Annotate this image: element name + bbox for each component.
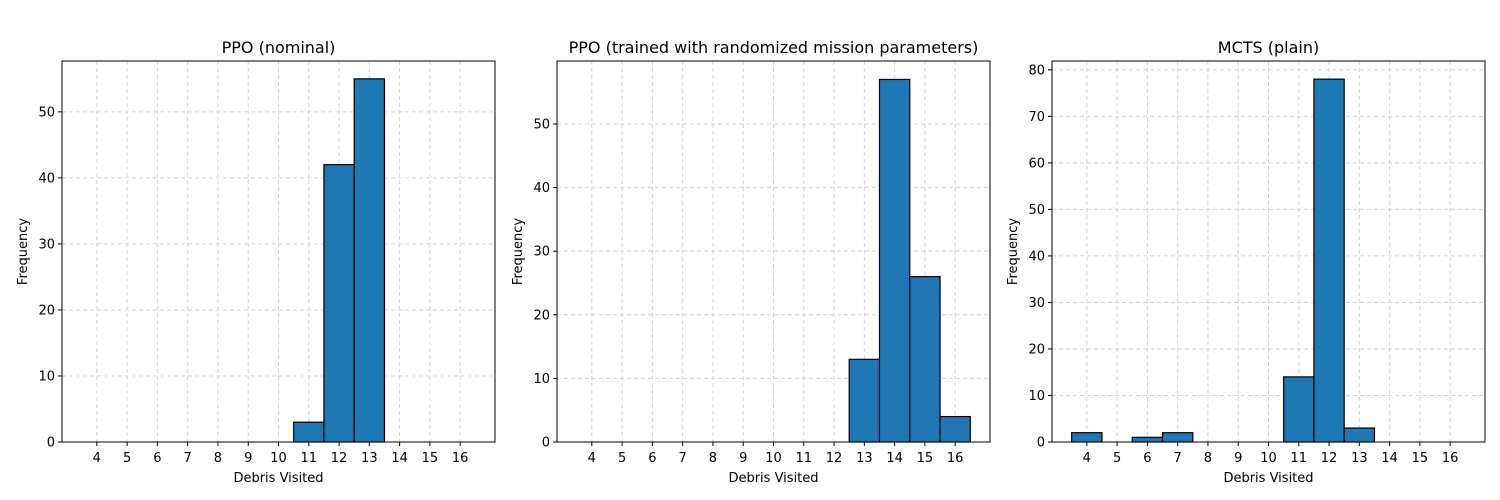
y-tick-label: 60 [1028, 156, 1045, 171]
histogram-bar [1071, 432, 1103, 443]
histogram-bar [1131, 436, 1164, 443]
y-tick-label: 20 [38, 303, 55, 318]
subplot-2: 4 5 6 7 8 9 10 11 12 13 14 15 16 0 10 20 30 40 50 PPO (trai… [511, 38, 991, 486]
x-tick-label: 16 [1442, 451, 1459, 466]
x-tick-label: 15 [1412, 451, 1429, 466]
x-tick-label: 4 [1083, 451, 1091, 466]
x-tick-label: 14 [1381, 451, 1398, 466]
x-tick-label: 16 [452, 451, 469, 466]
y-tick-label: 20 [533, 308, 550, 323]
y-tick-label: 40 [38, 171, 55, 186]
y-tick-label: 40 [1028, 249, 1045, 264]
y-tick-label: 10 [38, 369, 55, 384]
y-tick-label: 40 [533, 181, 550, 196]
x-tick-label: 6 [648, 451, 656, 466]
x-tick-label: 15 [422, 451, 439, 466]
x-tick-label: 16 [947, 451, 964, 466]
x-axis-label: Debris Visited [1223, 471, 1313, 486]
histogram-bar [848, 358, 881, 443]
histogram-bar [909, 276, 941, 443]
y-tick-label: 50 [38, 105, 55, 120]
x-tick-label: 11 [796, 451, 813, 466]
x-axis-label: Debris Visited [233, 471, 323, 486]
histogram-bar [939, 415, 971, 443]
y-tick-label: 80 [1028, 63, 1045, 78]
x-tick-label: 10 [765, 451, 782, 466]
histogram-bar [323, 164, 355, 443]
histogram-bar [353, 78, 386, 443]
x-tick-label: 8 [1204, 451, 1212, 466]
histogram-bar [1161, 432, 1194, 443]
y-tick-label: 0 [47, 436, 55, 451]
y-axis-label: Frequency [511, 218, 526, 285]
y-axis-label: Frequency [16, 218, 31, 285]
x-tick-label: 7 [184, 451, 192, 466]
x-tick-label: 10 [270, 451, 287, 466]
x-tick-label: 6 [153, 451, 161, 466]
x-tick-label: 4 [93, 451, 101, 466]
y-tick-label: 0 [542, 436, 550, 451]
x-tick-label: 8 [214, 451, 222, 466]
x-tick-label: 4 [588, 451, 596, 466]
y-tick-label: 50 [533, 117, 550, 132]
histogram-bar [1343, 427, 1376, 443]
y-tick-label: 10 [533, 372, 550, 387]
chart-title: PPO (trained with randomized mission par… [569, 38, 979, 57]
histogram-bar [1313, 78, 1345, 443]
y-tick-label: 50 [1028, 203, 1045, 218]
y-tick-label: 10 [1028, 389, 1045, 404]
y-axis-label: Frequency [1006, 218, 1021, 285]
x-tick-label: 12 [1321, 451, 1338, 466]
x-tick-label: 8 [709, 451, 717, 466]
x-tick-label: 9 [739, 451, 747, 466]
x-tick-label: 11 [1291, 451, 1308, 466]
x-tick-label: 9 [244, 451, 252, 466]
x-tick-label: 15 [917, 451, 934, 466]
x-tick-label: 11 [301, 451, 318, 466]
histogram-bar [878, 78, 911, 443]
x-tick-label: 10 [1260, 451, 1277, 466]
histogram-bar [293, 421, 325, 443]
y-tick-label: 20 [1028, 342, 1045, 357]
y-tick-label: 30 [533, 245, 550, 260]
x-tick-label: 12 [826, 451, 843, 466]
x-tick-label: 9 [1234, 451, 1242, 466]
y-tick-label: 0 [1037, 436, 1045, 451]
subplot-1: 4 5 6 7 8 9 10 11 12 13 14 15 16 0 10 20 30 40 50 PPO (nomi… [16, 38, 496, 486]
x-axis-label: Debris Visited [728, 471, 818, 486]
chart-title: PPO (nominal) [222, 38, 336, 57]
x-tick-label: 14 [391, 451, 408, 466]
x-tick-label: 5 [123, 451, 131, 466]
x-tick-label: 13 [856, 451, 873, 466]
x-tick-label: 13 [1351, 451, 1368, 466]
x-tick-label: 7 [679, 451, 687, 466]
chart-title: MCTS (plain) [1218, 38, 1319, 57]
x-tick-label: 5 [1113, 451, 1121, 466]
x-tick-label: 12 [331, 451, 348, 466]
subplot-3: 4 5 6 7 8 9 10 11 12 13 14 15 16 0 10 20 30 40 50 60 70 80 MCT… [1006, 38, 1486, 486]
y-tick-label: 70 [1028, 110, 1045, 125]
x-tick-label: 13 [361, 451, 378, 466]
x-tick-label: 7 [1174, 451, 1182, 466]
y-tick-label: 30 [38, 237, 55, 252]
y-tick-label: 30 [1028, 296, 1045, 311]
x-tick-label: 14 [886, 451, 903, 466]
x-tick-label: 5 [618, 451, 626, 466]
histogram-bar [1283, 376, 1315, 443]
x-tick-label: 6 [1143, 451, 1151, 466]
